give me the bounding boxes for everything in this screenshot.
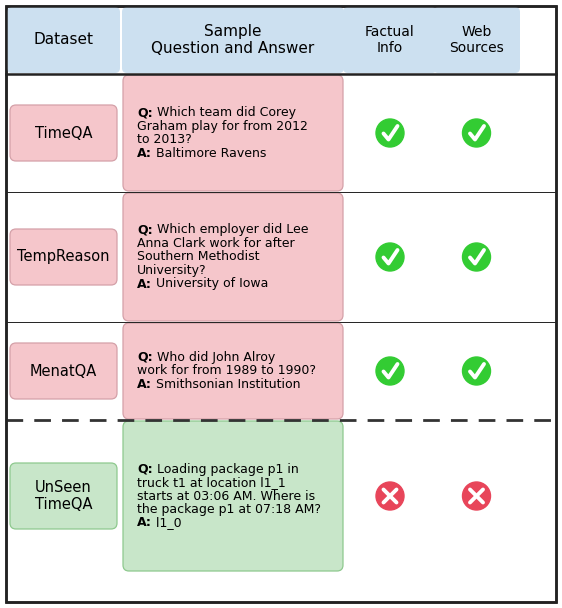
- FancyBboxPatch shape: [10, 229, 117, 285]
- Text: the package p1 at 07:18 AM?: the package p1 at 07:18 AM?: [137, 503, 321, 516]
- Text: Loading package p1 in: Loading package p1 in: [153, 463, 298, 475]
- Text: A:: A:: [137, 378, 152, 391]
- FancyBboxPatch shape: [7, 7, 120, 73]
- FancyBboxPatch shape: [10, 463, 117, 529]
- Text: Baltimore Ravens: Baltimore Ravens: [152, 147, 266, 160]
- Circle shape: [463, 243, 491, 271]
- Text: Web
Sources: Web Sources: [449, 25, 504, 55]
- Text: A:: A:: [137, 517, 152, 530]
- Text: Factual
Info: Factual Info: [365, 25, 415, 55]
- FancyBboxPatch shape: [123, 421, 343, 571]
- FancyBboxPatch shape: [123, 193, 343, 321]
- FancyBboxPatch shape: [343, 7, 437, 73]
- Text: Smithsonian Institution: Smithsonian Institution: [152, 378, 300, 391]
- Circle shape: [376, 119, 404, 147]
- Text: Q:: Q:: [137, 106, 153, 119]
- Text: truck t1 at location l1_1: truck t1 at location l1_1: [137, 476, 285, 489]
- Text: Q:: Q:: [137, 224, 153, 237]
- Circle shape: [463, 119, 491, 147]
- Text: Which employer did Lee: Which employer did Lee: [153, 224, 308, 237]
- Text: Who did John Alroy: Who did John Alroy: [153, 351, 275, 364]
- Text: Anna Clark work for after: Anna Clark work for after: [137, 237, 294, 250]
- Text: Sample
Question and Answer: Sample Question and Answer: [151, 24, 315, 56]
- Text: to 2013?: to 2013?: [137, 133, 192, 147]
- Text: A:: A:: [137, 147, 152, 160]
- Text: University of Iowa: University of Iowa: [152, 277, 268, 291]
- Text: University?: University?: [137, 264, 207, 277]
- Circle shape: [463, 357, 491, 385]
- FancyBboxPatch shape: [123, 75, 343, 191]
- Circle shape: [463, 482, 491, 510]
- FancyBboxPatch shape: [433, 7, 520, 73]
- FancyBboxPatch shape: [10, 105, 117, 161]
- Text: Graham play for from 2012: Graham play for from 2012: [137, 120, 308, 133]
- FancyBboxPatch shape: [10, 343, 117, 399]
- Text: UnSeen
TimeQA: UnSeen TimeQA: [35, 480, 92, 512]
- Circle shape: [376, 482, 404, 510]
- Text: A:: A:: [137, 277, 152, 291]
- Text: Q:: Q:: [137, 351, 153, 364]
- Text: Q:: Q:: [137, 463, 153, 475]
- Text: Dataset: Dataset: [34, 32, 93, 47]
- Circle shape: [376, 357, 404, 385]
- Text: MenatQA: MenatQA: [30, 364, 97, 379]
- Text: TimeQA: TimeQA: [35, 125, 92, 140]
- Text: work for from 1989 to 1990?: work for from 1989 to 1990?: [137, 365, 316, 378]
- Text: Which team did Corey: Which team did Corey: [153, 106, 296, 119]
- Text: l1_0: l1_0: [152, 517, 182, 530]
- FancyBboxPatch shape: [122, 7, 344, 73]
- Text: Southern Methodist: Southern Methodist: [137, 250, 260, 263]
- Text: starts at 03:06 AM. Where is: starts at 03:06 AM. Where is: [137, 489, 315, 502]
- FancyBboxPatch shape: [123, 323, 343, 419]
- Text: TempReason: TempReason: [17, 249, 110, 264]
- Circle shape: [376, 243, 404, 271]
